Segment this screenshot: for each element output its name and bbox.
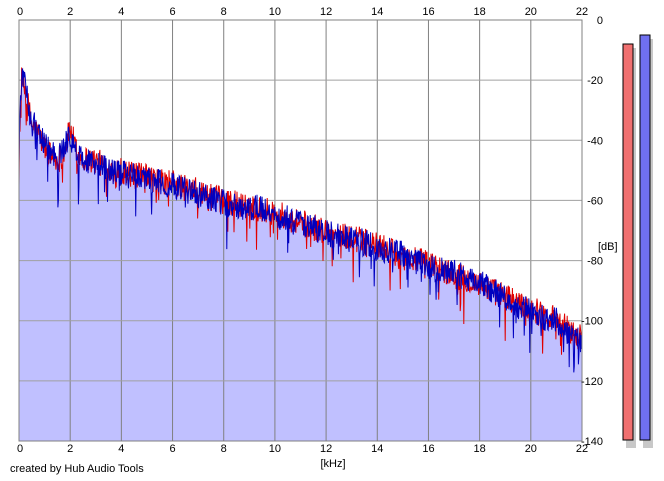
y-axis-label: [dB] (598, 241, 618, 253)
x-tick-label-top: 22 (576, 6, 588, 18)
x-tick-label-bottom: 2 (67, 443, 73, 455)
y-tick-label: -140 (581, 436, 603, 448)
x-tick-label-top: 10 (269, 6, 281, 18)
series-line-2 (18, 67, 583, 373)
level-meter-1 (622, 43, 634, 441)
plot-border (18, 19, 583, 442)
x-tick-label-top: 16 (422, 6, 434, 18)
x-tick-label-bottom: 16 (422, 443, 434, 455)
x-tick-label-bottom: 12 (320, 443, 332, 455)
x-tick-label-bottom: 20 (525, 443, 537, 455)
y-tick-labels: 0 -20 -40 -60 -80 -100 -120 -140 (581, 15, 603, 448)
x-tick-label-bottom: 4 (118, 443, 124, 455)
y-tick-label: -100 (581, 316, 603, 328)
x-tick-label-top: 14 (371, 6, 383, 18)
y-tick-label: -40 (587, 135, 603, 147)
x-tick-label-top: 20 (525, 6, 537, 18)
x-tick-label-top: 6 (169, 6, 175, 18)
x-tick-label-top: 12 (320, 6, 332, 18)
x-tick-label-bottom: 10 (269, 443, 281, 455)
x-tick-label-bottom: 14 (371, 443, 383, 455)
y-tick-label: -60 (587, 195, 603, 207)
spectrum-area (19, 67, 582, 441)
x-tick-label-top: 4 (118, 6, 124, 18)
plot-frame (18, 19, 583, 442)
level-meter-2 (639, 34, 651, 441)
x-tick-label-top: 0 (17, 6, 23, 18)
x-tick-label-bottom: 8 (221, 443, 227, 455)
y-tick-label: 0 (597, 15, 603, 27)
x-tick-label-bottom: 0 (17, 443, 23, 455)
x-tick-label-bottom: 22 (576, 443, 588, 455)
credit-text: created by Hub Audio Tools (10, 463, 144, 475)
x-tick-label-bottom: 6 (169, 443, 175, 455)
series-layer (18, 67, 583, 373)
y-tick-label: -120 (581, 376, 603, 388)
level-meters (622, 34, 653, 448)
x-tick-label-top: 8 (221, 6, 227, 18)
y-tick-label: -20 (587, 75, 603, 87)
y-tick-label: -80 (587, 256, 603, 268)
spectrum-fill (19, 67, 582, 441)
x-tick-label-top: 18 (474, 6, 486, 18)
x-tick-label-bottom: 18 (474, 443, 486, 455)
x-axis-label: [kHz] (320, 458, 345, 470)
x-tick-label-top: 2 (67, 6, 73, 18)
